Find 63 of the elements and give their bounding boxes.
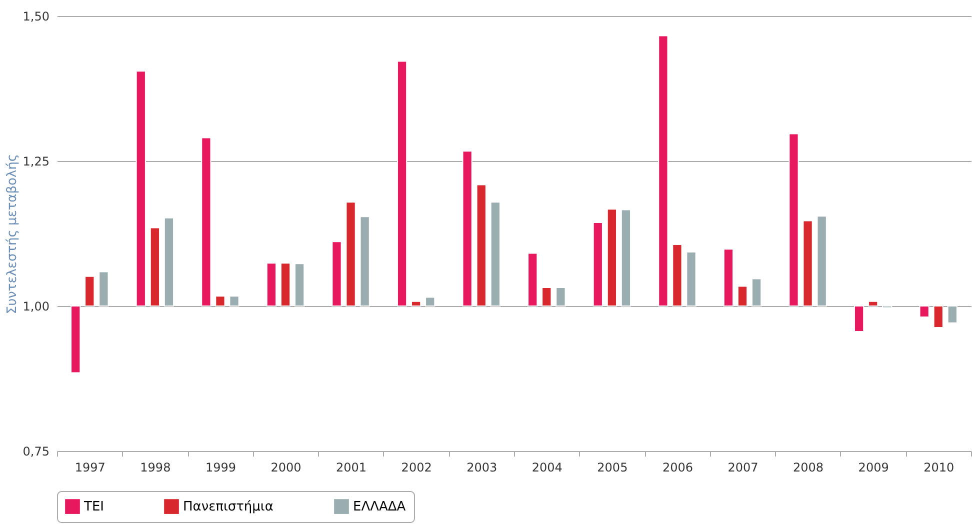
bar [947,306,958,324]
bar [294,263,305,306]
x-tick-label: 2003 [466,460,498,474]
bar [346,202,356,306]
bar [686,252,696,306]
bar [266,262,277,306]
x-tick-label: 1997 [74,460,106,474]
bar [150,227,160,306]
bar [672,244,682,306]
bar [919,306,930,318]
bar [751,278,762,306]
legend-label: ΤΕΙ [83,500,104,515]
bar [556,286,566,306]
y-tick-label: 1,50 [22,10,50,24]
bar [425,296,436,306]
y-tick-label: 0,75 [22,444,50,458]
x-tick-label: 2005 [597,460,628,474]
bar [737,286,748,306]
bar [528,252,538,306]
bar [620,209,632,306]
bar [816,216,827,306]
bar [723,248,734,306]
bar [136,70,146,306]
bar [201,137,212,306]
y-axis-title: Συντελεστής μεταβολής [4,154,20,314]
bar [70,306,81,374]
x-tick-label: 2007 [728,460,758,474]
legend-label: ΕΛΛΑΔΑ [353,500,406,515]
bar [542,286,552,306]
bar [229,296,240,306]
bar [332,241,342,306]
y-tick-label: 1,00 [22,300,50,314]
bar [868,300,878,306]
x-tick-label: 2004 [532,460,562,474]
bar [802,220,813,306]
bar [854,306,864,332]
x-tick-label: 2006 [662,460,693,474]
y-tick-label: 1,25 [22,154,50,168]
bar [788,133,799,306]
bar [396,60,408,306]
bar [280,262,291,306]
bar [658,35,668,306]
bar [98,271,109,306]
bar [360,216,370,306]
x-tick-label: 2000 [270,460,302,474]
bar [411,300,422,306]
x-tick-label: 2008 [793,460,824,474]
x-tick-label: 1999 [205,460,236,474]
bar [462,150,472,306]
x-tick-label: 2010 [924,460,954,474]
bar [606,208,617,306]
bar [476,184,486,306]
x-tick-label: 2002 [401,460,432,474]
bar [490,202,500,306]
legend-label: Πανεπιστήμια [183,500,274,515]
x-tick-label: 2001 [336,460,367,474]
x-tick-label: 1998 [140,460,171,474]
bar [933,306,944,328]
bar [84,276,95,306]
bar [215,296,226,306]
bar [164,217,174,306]
bar [592,222,603,306]
x-tick-label: 2009 [858,460,889,474]
